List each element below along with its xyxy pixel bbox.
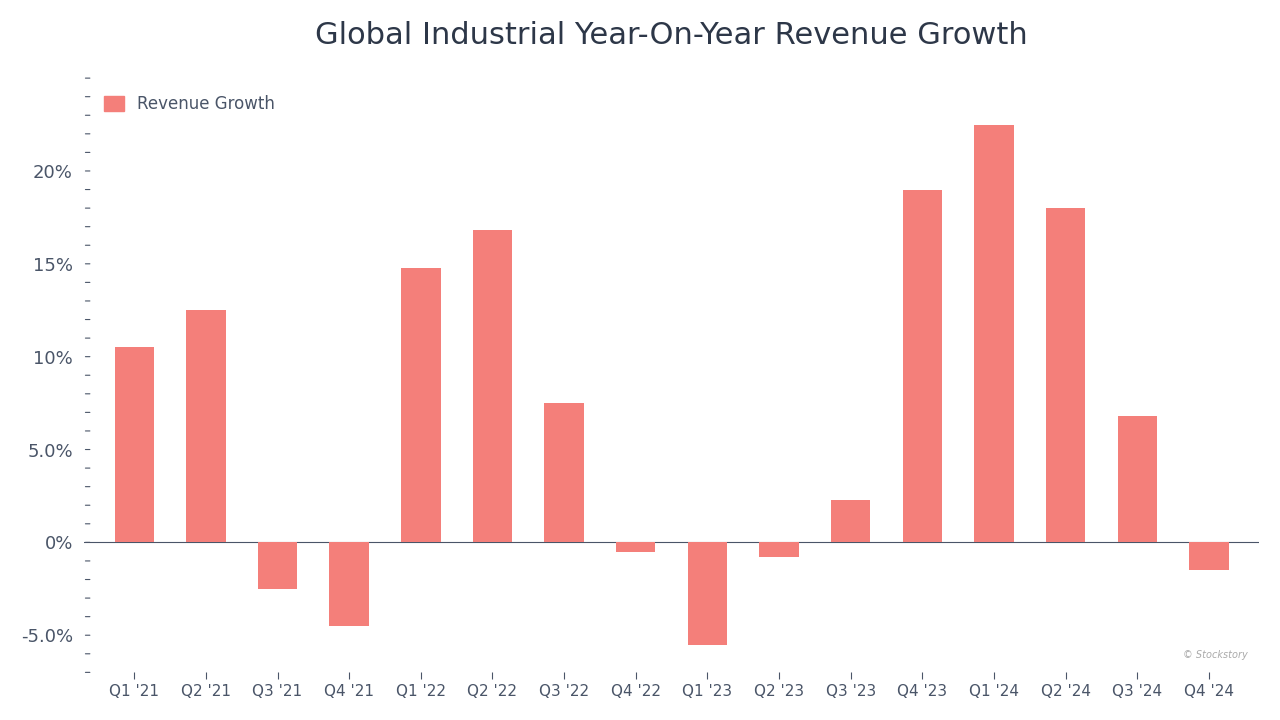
Bar (759, 542, 799, 557)
Bar (616, 542, 655, 552)
Bar (186, 310, 225, 542)
Bar (329, 542, 369, 626)
Bar (544, 403, 584, 542)
Bar (1046, 208, 1085, 542)
Title: Global Industrial Year-On-Year Revenue Growth: Global Industrial Year-On-Year Revenue G… (315, 21, 1028, 50)
Bar (1117, 416, 1157, 542)
Bar (831, 500, 870, 542)
Bar (114, 347, 154, 542)
Bar (472, 230, 512, 542)
Bar (974, 125, 1014, 542)
Bar (401, 268, 440, 542)
Bar (257, 542, 297, 589)
Bar (902, 189, 942, 542)
Bar (687, 542, 727, 644)
Text: © Stockstory: © Stockstory (1183, 650, 1248, 660)
Bar (1189, 542, 1229, 570)
Legend: Revenue Growth: Revenue Growth (104, 95, 275, 113)
